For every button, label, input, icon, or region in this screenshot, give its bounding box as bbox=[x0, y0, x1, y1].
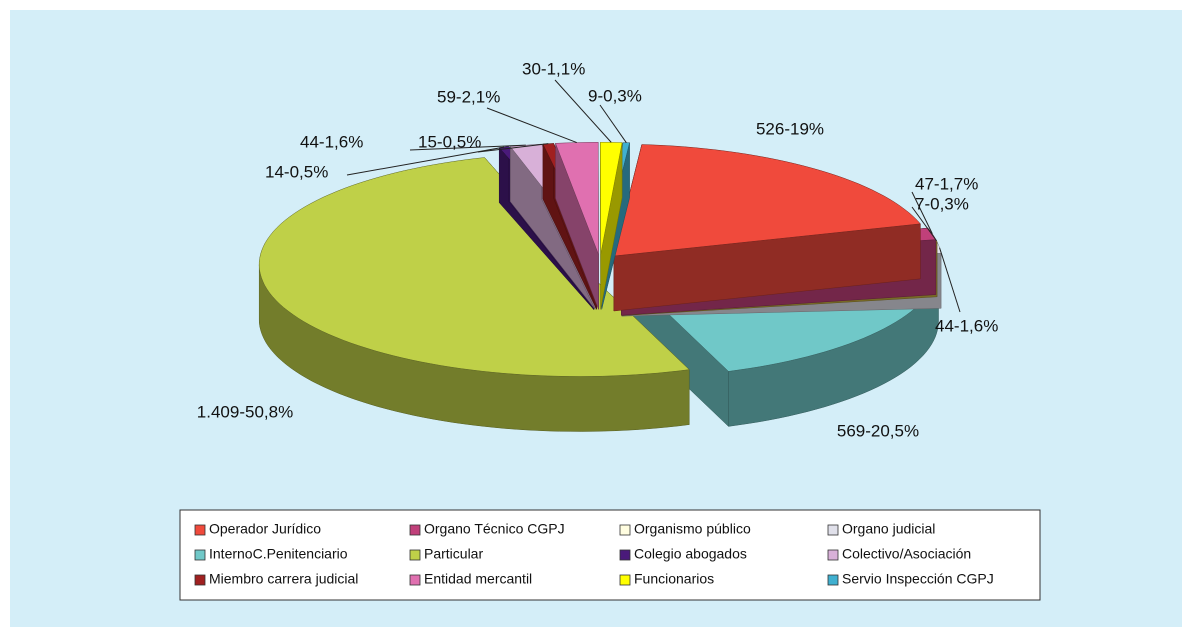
legend-label: Servio Inspección CGPJ bbox=[842, 571, 994, 587]
data-label: 7-0,3% bbox=[915, 194, 969, 213]
legend-swatch bbox=[410, 550, 420, 560]
legend-swatch bbox=[195, 575, 205, 585]
data-label: 526-19% bbox=[756, 119, 824, 138]
data-label: 9-0,3% bbox=[588, 86, 642, 105]
legend-swatch bbox=[195, 525, 205, 535]
legend-swatch bbox=[620, 575, 630, 585]
data-label: 14-0,5% bbox=[265, 162, 328, 181]
legend-swatch bbox=[620, 525, 630, 535]
data-label: 47-1,7% bbox=[915, 174, 978, 193]
legend-swatch bbox=[410, 575, 420, 585]
legend-label: Funcionarios bbox=[634, 571, 714, 587]
legend-label: Particular bbox=[424, 546, 483, 562]
legend-label: Organo Técnico CGPJ bbox=[424, 521, 565, 537]
data-label: 569-20,5% bbox=[837, 421, 919, 440]
legend-swatch bbox=[828, 525, 838, 535]
legend-swatch bbox=[828, 575, 838, 585]
data-label: 44-1,6% bbox=[935, 316, 998, 335]
legend-label: Operador Jurídico bbox=[209, 521, 321, 537]
data-label: 15-0,5% bbox=[418, 132, 481, 151]
legend-swatch bbox=[828, 550, 838, 560]
legend-label: Colegio abogados bbox=[634, 546, 747, 562]
legend-swatch bbox=[410, 525, 420, 535]
pie bbox=[259, 142, 941, 431]
data-label: 30-1,1% bbox=[522, 59, 585, 78]
data-label: 44-1,6% bbox=[300, 132, 363, 151]
legend-label: Miembro carrera judicial bbox=[209, 571, 358, 587]
data-label: 59-2,1% bbox=[437, 87, 500, 106]
data-label: 1.409-50,8% bbox=[197, 402, 293, 421]
legend-label: Entidad mercantil bbox=[424, 571, 532, 587]
legend-label: Colectivo/Asociación bbox=[842, 546, 971, 562]
legend-swatch bbox=[620, 550, 630, 560]
legend-label: InternoC.Penitenciario bbox=[209, 546, 348, 562]
legend-label: Organismo público bbox=[634, 521, 751, 537]
legend-label: Organo judicial bbox=[842, 521, 935, 537]
legend-swatch bbox=[195, 550, 205, 560]
